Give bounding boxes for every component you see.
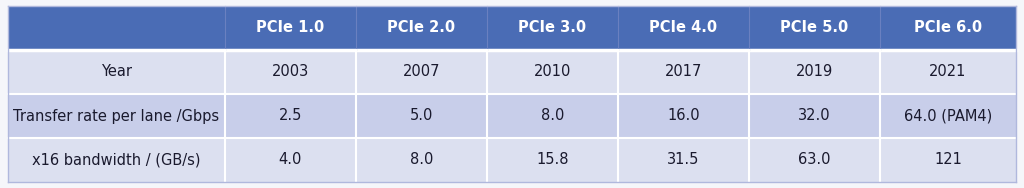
Bar — [749, 138, 880, 182]
Bar — [8, 138, 224, 182]
Text: 31.5: 31.5 — [668, 152, 699, 168]
Bar — [749, 50, 880, 94]
Bar — [8, 50, 224, 94]
Text: 2003: 2003 — [271, 64, 309, 80]
Bar — [355, 138, 486, 182]
Text: 5.0: 5.0 — [410, 108, 433, 124]
Text: 2007: 2007 — [402, 64, 440, 80]
Bar — [749, 94, 880, 138]
Bar — [617, 50, 749, 94]
Text: PCIe 6.0: PCIe 6.0 — [913, 20, 982, 36]
Text: 64.0 (PAM4): 64.0 (PAM4) — [904, 108, 992, 124]
Bar — [8, 94, 224, 138]
Bar — [224, 6, 355, 50]
Text: x16 bandwidth / (GB/s): x16 bandwidth / (GB/s) — [32, 152, 201, 168]
Bar — [355, 6, 486, 50]
Bar — [617, 94, 749, 138]
Text: Year: Year — [100, 64, 132, 80]
Text: PCIe 2.0: PCIe 2.0 — [387, 20, 456, 36]
Bar — [224, 138, 355, 182]
Bar — [880, 94, 1016, 138]
Text: 2019: 2019 — [796, 64, 834, 80]
Text: 16.0: 16.0 — [667, 108, 699, 124]
Bar — [749, 6, 880, 50]
Text: 2.5: 2.5 — [279, 108, 302, 124]
Text: 2021: 2021 — [929, 64, 967, 80]
Bar — [486, 94, 617, 138]
Text: 8.0: 8.0 — [541, 108, 564, 124]
Bar — [355, 94, 486, 138]
Bar — [224, 94, 355, 138]
Text: 63.0: 63.0 — [798, 152, 830, 168]
Text: 2010: 2010 — [534, 64, 571, 80]
Text: 8.0: 8.0 — [410, 152, 433, 168]
Text: PCIe 5.0: PCIe 5.0 — [780, 20, 849, 36]
Text: PCIe 4.0: PCIe 4.0 — [649, 20, 718, 36]
Bar — [486, 138, 617, 182]
Bar — [355, 50, 486, 94]
Text: 2017: 2017 — [665, 64, 702, 80]
Text: 121: 121 — [934, 152, 962, 168]
Bar — [224, 50, 355, 94]
Text: PCIe 3.0: PCIe 3.0 — [518, 20, 587, 36]
Bar — [486, 6, 617, 50]
Bar — [617, 6, 749, 50]
Bar — [880, 50, 1016, 94]
Bar — [8, 6, 224, 50]
Bar — [880, 138, 1016, 182]
Text: 32.0: 32.0 — [798, 108, 830, 124]
Text: 15.8: 15.8 — [537, 152, 568, 168]
Text: Transfer rate per lane /Gbps: Transfer rate per lane /Gbps — [13, 108, 219, 124]
Bar — [486, 50, 617, 94]
Bar — [880, 6, 1016, 50]
Text: 4.0: 4.0 — [279, 152, 302, 168]
Bar — [617, 138, 749, 182]
Text: PCIe 1.0: PCIe 1.0 — [256, 20, 325, 36]
